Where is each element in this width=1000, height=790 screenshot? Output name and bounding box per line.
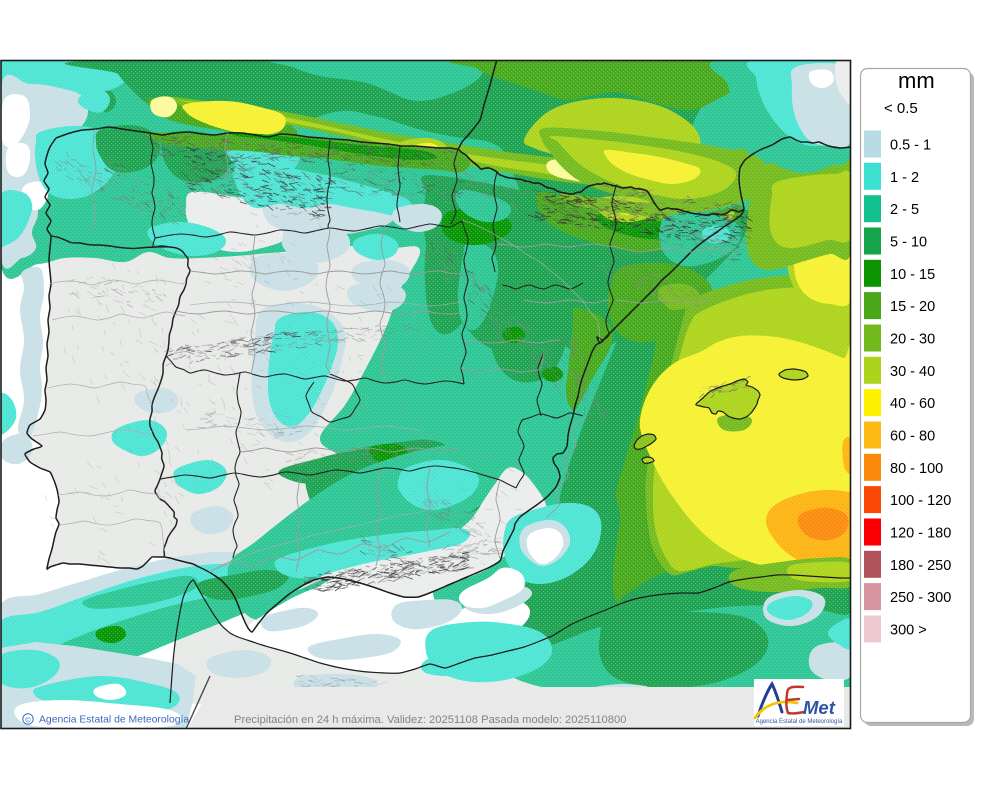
svg-text:80 - 100: 80 - 100 <box>890 461 943 477</box>
svg-text:5 - 10: 5 - 10 <box>890 235 927 251</box>
svg-text:< 0.5: < 0.5 <box>884 100 918 117</box>
svg-text:0.5 - 1: 0.5 - 1 <box>890 138 931 154</box>
svg-text:30 - 40: 30 - 40 <box>890 364 935 380</box>
svg-text:15 - 20: 15 - 20 <box>890 299 935 315</box>
svg-text:100 - 120: 100 - 120 <box>890 493 951 509</box>
svg-text:©: © <box>25 716 31 725</box>
svg-text:120 - 180: 120 - 180 <box>890 526 951 542</box>
svg-text:10 - 15: 10 - 15 <box>890 267 935 283</box>
svg-text:mm: mm <box>898 68 935 93</box>
svg-text:Agencia Estatal de Meteorologí: Agencia Estatal de Meteorología <box>756 719 843 725</box>
svg-text:60 - 80: 60 - 80 <box>890 429 935 445</box>
svg-text:40 - 60: 40 - 60 <box>890 396 935 412</box>
svg-text:180 - 250: 180 - 250 <box>890 558 951 574</box>
svg-text:20 - 30: 20 - 30 <box>890 332 935 348</box>
svg-text:Met: Met <box>803 697 836 718</box>
svg-text:300 >: 300 > <box>890 623 927 639</box>
svg-text:250 - 300: 250 - 300 <box>890 590 951 606</box>
svg-text:1 - 2: 1 - 2 <box>890 170 919 186</box>
svg-text:Precipitación en 24 h máxima.: Precipitación en 24 h máxima. Validez: 2… <box>234 714 626 726</box>
svg-text:Agencia Estatal de Meteorologí: Agencia Estatal de Meteorología <box>39 715 189 726</box>
svg-text:2 - 5: 2 - 5 <box>890 202 919 218</box>
